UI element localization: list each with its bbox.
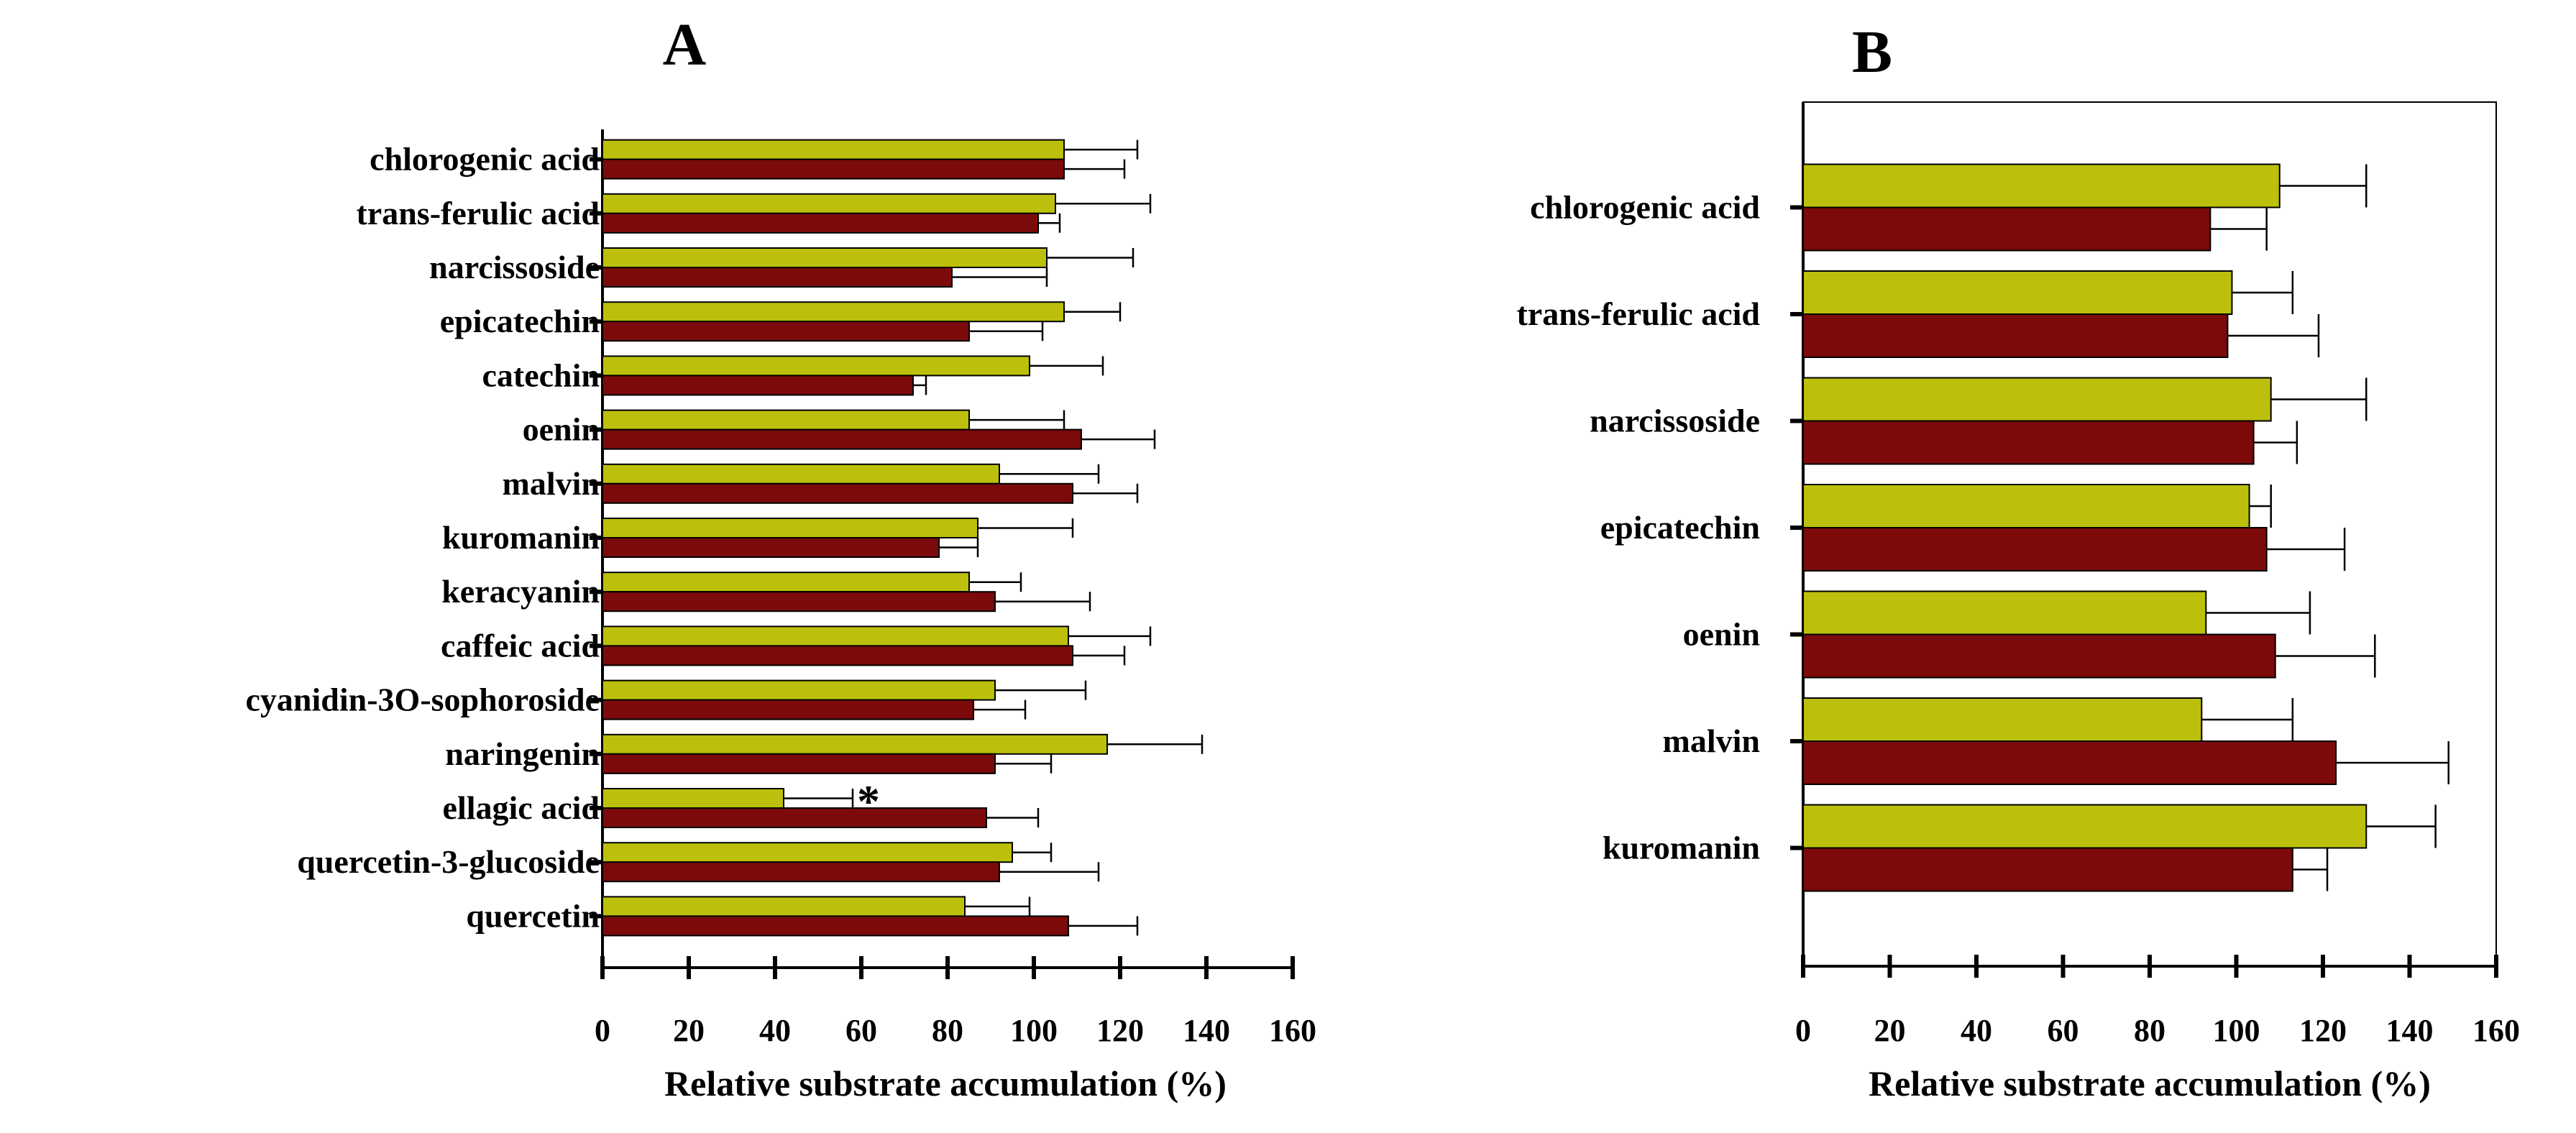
panel-a-category-label: ellagic acid <box>443 789 600 826</box>
panel-a-x-tick-label: 80 <box>932 1013 963 1048</box>
panel-a-significance-asterisk: * <box>857 776 880 827</box>
panel-a-bar-quercetin-s2 <box>602 915 1069 937</box>
panel-a-bar-chlorogenic-acid-s2 <box>602 158 1065 180</box>
panel-a-category-label: chlorogenic acid <box>370 141 600 178</box>
panel-a-letter: A <box>663 12 707 78</box>
panel-b-x-tick-label: 140 <box>2386 1013 2434 1048</box>
panel-a-bar-ellagic-acid-s1 <box>602 788 784 809</box>
panel-a-category-label: cyanidin-3O-sophoroside <box>246 682 600 718</box>
panel-a-bar-trans-ferulic-acid-s1 <box>602 193 1056 214</box>
panel-a-bar-keracyanin-s1 <box>602 572 970 593</box>
panel-a-bar-narcissoside-s1 <box>602 247 1048 268</box>
panel-b-bar-oenin-s1 <box>1802 590 2207 636</box>
panel-a-bar-oenin-s2 <box>602 428 1082 450</box>
panel-b-bar-oenin-s2 <box>1802 633 2276 679</box>
panel-a-bar-keracyanin-s2 <box>602 591 996 613</box>
panel-b-x-tick-label: 20 <box>1874 1013 1906 1048</box>
panel-a-category-label: malvin <box>503 465 600 502</box>
panel-a-bar-epicatechin-s2 <box>602 321 970 342</box>
panel-b-bar-narcissoside-s1 <box>1802 377 2272 422</box>
panel-a-x-tick-label: 140 <box>1183 1013 1230 1048</box>
panel-b-x-tick-label: 160 <box>2472 1013 2520 1048</box>
panel-a-x-tick-label: 0 <box>595 1013 610 1048</box>
panel-a-bar-epicatechin-s1 <box>602 301 1065 323</box>
panel-a-category-label: trans-ferulic acid <box>356 195 600 231</box>
panel-b-bar-epicatechin-s1 <box>1802 484 2250 528</box>
panel-b-x-tick-label: 60 <box>2048 1013 2079 1048</box>
panel-a-bar-catechin-s1 <box>602 355 1030 377</box>
panel-a-category-label: caffeic acid <box>441 627 600 664</box>
panel-a-bar-kuromanin-s1 <box>602 518 978 538</box>
panel-b-bar-malvin-s1 <box>1802 697 2203 742</box>
panel-a-category-label: catechin <box>482 357 600 393</box>
panel-b-category-label: trans-ferulic acid <box>1516 295 1760 332</box>
panel-b-chart: B 0 20 40 60 80 100 120 140 160 Relative substrate… <box>1516 19 2520 1104</box>
panel-b-category-label: malvin <box>1663 723 1760 759</box>
panel-a-category-label: keracyanin <box>441 573 600 610</box>
panel-a-bar-trans-ferulic-acid-s2 <box>602 212 1039 234</box>
panel-b-bar-chlorogenic-acid-s2 <box>1802 206 2211 252</box>
panel-a-chart: A 0 20 40 60 80 100 120 140 160 Relative substrate… <box>246 12 1316 1104</box>
panel-a-bar-malvin-s1 <box>602 463 1000 485</box>
panel-a-category-label: epicatechin <box>440 303 600 339</box>
panel-a-x-tick-label: 40 <box>759 1013 791 1048</box>
panel-b-x-tick-label: 0 <box>1795 1013 1811 1048</box>
panel-b-x-axis-title: Relative substrate accumulation (%) <box>1869 1063 2431 1104</box>
panel-a-bar-quercetin-3-glucoside-s2 <box>602 861 1000 883</box>
panel-a-bar-cyanidin-3o-sophoroside-s1 <box>602 679 996 701</box>
panel-a-bar-chlorogenic-acid-s1 <box>602 139 1065 160</box>
panel-a-category-label: quercetin <box>466 897 600 934</box>
panel-a-x-tick-label: 60 <box>845 1013 877 1048</box>
panel-a-x-tick-label: 120 <box>1096 1013 1144 1048</box>
panel-a-category-label: oenin <box>523 411 600 448</box>
panel-b-category-label: chlorogenic acid <box>1530 189 1760 226</box>
panel-a-bar-kuromanin-s2 <box>602 537 940 558</box>
panel-a-bar-quercetin-3-glucoside-s1 <box>602 842 1013 863</box>
panel-b-bar-chlorogenic-acid-s1 <box>1802 163 2281 208</box>
panel-b-bar-narcissoside-s2 <box>1802 420 2255 465</box>
panel-a-bar-cyanidin-3o-sophoroside-s2 <box>602 699 974 720</box>
panel-a-bar-oenin-s1 <box>602 409 970 431</box>
panel-b-x-tick-label: 120 <box>2299 1013 2347 1048</box>
panel-a-category-label: kuromanin <box>442 519 600 556</box>
panel-b-bar-trans-ferulic-acid-s1 <box>1802 270 2233 315</box>
panel-a-bar-quercetin-s1 <box>602 896 966 917</box>
panel-a-bar-naringenin-s1 <box>602 733 1108 755</box>
panel-b-bar-epicatechin-s2 <box>1802 527 2268 572</box>
panel-b-category-label: epicatechin <box>1600 509 1760 546</box>
panel-b-category-label: narcissoside <box>1590 403 1760 439</box>
panel-b-bar-trans-ferulic-acid-s2 <box>1802 313 2229 358</box>
panel-a-category-label: naringenin <box>445 735 600 772</box>
panel-b-bar-malvin-s2 <box>1802 740 2337 785</box>
panel-a-bar-ellagic-acid-s2 <box>602 807 987 828</box>
panel-a-category-label: quercetin-3-glucoside <box>297 843 600 880</box>
panel-b-bar-kuromanin-s2 <box>1802 847 2293 892</box>
panel-b-x-tick-label: 80 <box>2134 1013 2165 1048</box>
panel-b-bar-kuromanin-s1 <box>1802 804 2368 849</box>
panel-a-bar-malvin-s2 <box>602 482 1073 504</box>
panel-a-x-tick-label: 160 <box>1269 1013 1316 1048</box>
panel-a-x-tick-label: 100 <box>1010 1013 1058 1048</box>
panel-b-letter: B <box>1852 19 1892 86</box>
panel-b-category-label: kuromanin <box>1603 830 1760 866</box>
panel-a-category-label: narcissoside <box>429 249 600 285</box>
panel-b-x-tick-label: 100 <box>2213 1013 2260 1048</box>
panel-a-bar-naringenin-s2 <box>602 753 996 774</box>
panel-a-bar-catechin-s2 <box>602 375 914 396</box>
panel-a-bar-caffeic-acid-s1 <box>602 625 1069 647</box>
panel-b-x-tick-label: 40 <box>1961 1013 1992 1048</box>
panel-a-x-axis-title: Relative substrate accumulation (%) <box>664 1063 1227 1104</box>
panel-a-bar-narcissoside-s2 <box>602 267 953 288</box>
panel-a-x-tick-label: 20 <box>673 1013 705 1048</box>
panel-b-category-label: oenin <box>1683 616 1760 653</box>
panel-a-bar-caffeic-acid-s2 <box>602 645 1073 666</box>
